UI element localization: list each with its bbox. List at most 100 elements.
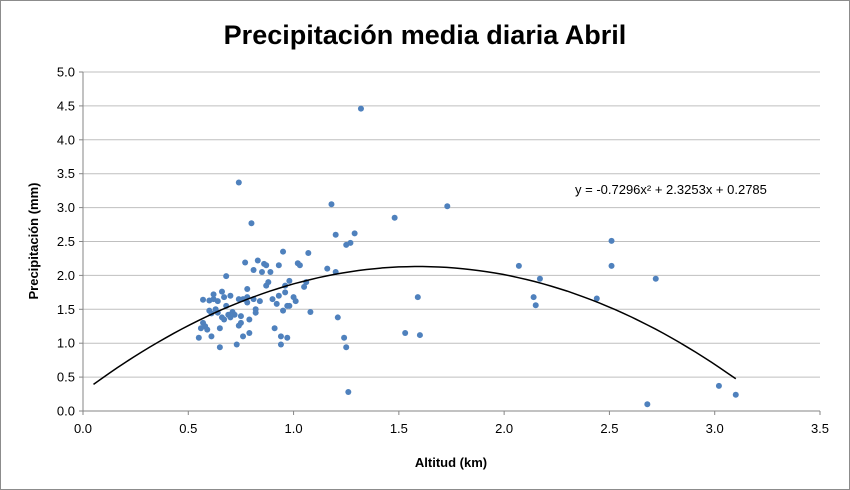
data-point-0 xyxy=(195,334,202,341)
data-point-30 xyxy=(235,296,242,303)
data-point-49 xyxy=(258,269,265,276)
data-point-74 xyxy=(301,283,308,290)
data-point-55 xyxy=(269,296,276,303)
x-tick-label: 2.0 xyxy=(495,421,513,436)
data-point-87 xyxy=(347,239,354,246)
data-point-102 xyxy=(644,401,651,408)
data-point-101 xyxy=(608,262,615,269)
x-tick-label: 1.0 xyxy=(285,421,303,436)
data-point-34 xyxy=(240,333,247,340)
gridlines xyxy=(83,71,820,378)
x-tick-label: 0.0 xyxy=(74,421,92,436)
data-point-97 xyxy=(532,302,539,309)
data-point-103 xyxy=(652,275,659,282)
data-point-83 xyxy=(341,334,348,341)
data-point-59 xyxy=(275,292,282,299)
data-point-56 xyxy=(271,325,278,332)
data-point-68 xyxy=(286,302,293,309)
data-point-47 xyxy=(254,257,261,264)
x-tick-label: 3.0 xyxy=(706,421,724,436)
y-tick-label: 0.5 xyxy=(57,370,75,385)
data-point-90 xyxy=(391,214,398,221)
data-point-80 xyxy=(332,231,339,238)
data-point-42 xyxy=(248,220,255,227)
data-point-99 xyxy=(593,295,600,302)
data-point-63 xyxy=(280,307,287,314)
data-point-105 xyxy=(732,391,739,398)
data-point-8 xyxy=(208,333,215,340)
x-tick-label: 2.5 xyxy=(600,421,618,436)
data-point-94 xyxy=(444,203,451,210)
data-point-66 xyxy=(284,334,291,341)
y-tick-label: 3.5 xyxy=(57,166,75,181)
y-tick-label: 5.0 xyxy=(57,65,75,80)
data-point-82 xyxy=(334,314,341,321)
data-point-40 xyxy=(246,330,253,337)
data-point-57 xyxy=(273,300,280,307)
data-point-54 xyxy=(267,269,274,276)
data-point-43 xyxy=(250,266,257,273)
data-point-16 xyxy=(216,325,223,332)
data-point-89 xyxy=(357,105,364,112)
data-point-61 xyxy=(277,333,284,340)
data-point-48 xyxy=(256,298,263,305)
data-point-51 xyxy=(263,262,270,269)
data-point-76 xyxy=(305,250,312,257)
data-point-17 xyxy=(218,288,225,295)
data-point-46 xyxy=(252,309,259,316)
data-point-79 xyxy=(328,201,335,208)
data-point-77 xyxy=(307,309,314,316)
y-tick-label: 1.0 xyxy=(57,336,75,351)
data-points xyxy=(195,105,739,408)
data-point-3 xyxy=(200,296,207,303)
data-point-15 xyxy=(216,344,223,351)
data-point-78 xyxy=(324,265,331,272)
data-point-96 xyxy=(530,294,537,301)
data-point-20 xyxy=(221,294,228,301)
y-tick-labels: 0.0 0.5 1.0 1.5 2.0 2.5 3.0 3.5 4.0 4.5 5.0 xyxy=(57,65,75,419)
data-point-33 xyxy=(237,319,244,326)
y-tick-label: 2.0 xyxy=(57,268,75,283)
data-point-11 xyxy=(210,291,217,298)
data-point-62 xyxy=(280,248,287,255)
data-point-5 xyxy=(204,326,211,333)
data-point-86 xyxy=(345,389,352,396)
data-point-104 xyxy=(715,382,722,389)
x-tick-label: 1.5 xyxy=(390,421,408,436)
data-point-98 xyxy=(536,275,543,282)
data-point-24 xyxy=(227,292,234,299)
data-point-39 xyxy=(244,299,251,306)
data-point-19 xyxy=(221,316,228,323)
y-tick-label: 3.0 xyxy=(57,200,75,215)
data-point-53 xyxy=(265,279,272,286)
data-point-91 xyxy=(402,330,409,337)
data-point-29 xyxy=(235,179,242,186)
data-point-36 xyxy=(242,259,249,266)
axes xyxy=(79,71,821,415)
y-tick-label: 4.5 xyxy=(57,98,75,113)
data-point-95 xyxy=(515,262,522,269)
data-point-28 xyxy=(233,341,240,348)
y-tick-label: 0.0 xyxy=(57,404,75,419)
data-point-100 xyxy=(608,237,615,244)
x-tick-label: 0.5 xyxy=(179,421,197,436)
data-point-41 xyxy=(246,316,253,323)
data-point-14 xyxy=(214,298,221,305)
y-tick-label: 2.5 xyxy=(57,234,75,249)
data-point-38 xyxy=(244,285,251,292)
trendline-equation: y = -0.7296x² + 2.3253x + 0.2785 xyxy=(575,182,767,197)
data-point-65 xyxy=(282,289,289,296)
data-point-93 xyxy=(416,332,423,339)
y-tick-label: 4.0 xyxy=(57,132,75,147)
data-point-60 xyxy=(277,341,284,348)
x-axis-label: Altitud (km) xyxy=(415,455,487,470)
data-point-71 xyxy=(292,298,299,305)
x-tick-labels: 0.0 0.5 1.0 1.5 2.0 2.5 3.0 3.5 xyxy=(74,421,829,436)
trendline xyxy=(93,265,737,386)
data-point-58 xyxy=(275,262,282,269)
chart-title: Precipitación media diaria Abril xyxy=(224,20,627,50)
data-point-92 xyxy=(414,294,421,301)
data-point-88 xyxy=(351,230,358,237)
